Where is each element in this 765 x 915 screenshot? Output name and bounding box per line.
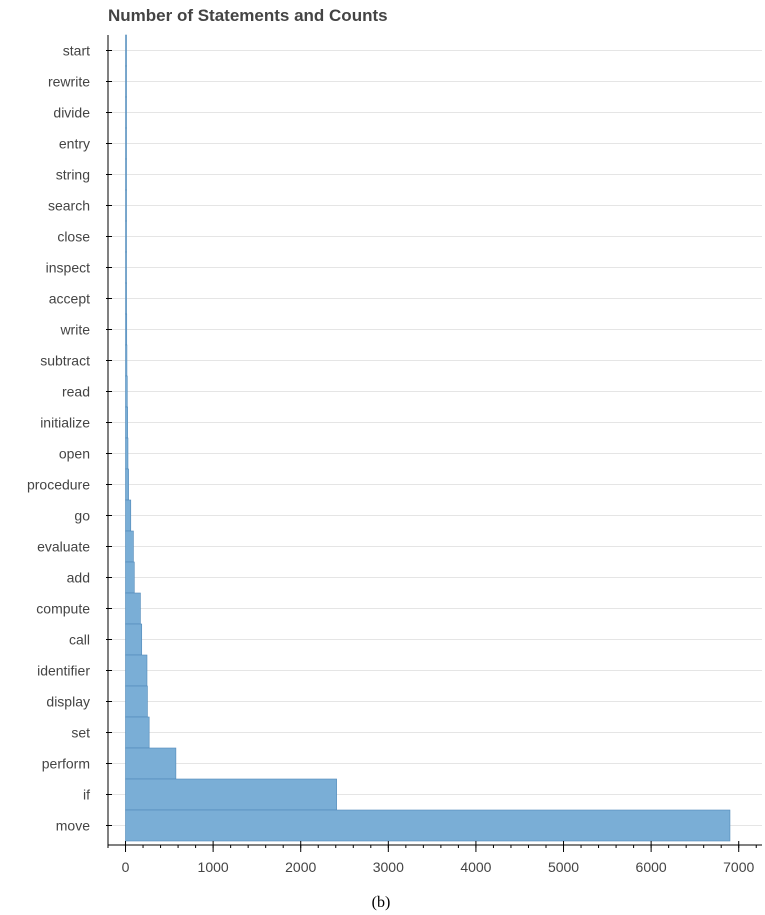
x-tick-label-1000: 1000 [198, 859, 229, 875]
y-tick-label-divide: divide [53, 105, 90, 121]
bar-procedure [125, 468, 129, 501]
y-tick-label-accept: accept [49, 291, 90, 307]
bar-display [125, 685, 148, 718]
y-tick-label-go: go [74, 508, 90, 524]
y-tick-label-evaluate: evaluate [37, 539, 90, 555]
bar-open [125, 437, 129, 470]
y-tick-label-entry: entry [59, 136, 90, 152]
x-tick-label-5000: 5000 [548, 859, 579, 875]
x-tick-label-6000: 6000 [636, 859, 667, 875]
bar-rewrite [125, 65, 127, 98]
bar-inspect [125, 251, 127, 284]
bar-initialize [125, 406, 128, 439]
y-tick-label-compute: compute [36, 601, 90, 617]
bar-entry [125, 127, 127, 160]
bar-add [125, 561, 135, 594]
bar-if [125, 778, 337, 811]
figure-caption: (b) [372, 894, 391, 911]
chart-title: Number of Statements and Counts [108, 6, 388, 25]
bar-write [125, 313, 128, 346]
bar-subtract [125, 344, 128, 377]
x-tick-label-3000: 3000 [373, 859, 404, 875]
y-tick-label-string: string [56, 167, 90, 183]
bar-search [125, 189, 127, 222]
y-tick-label-start: start [63, 43, 90, 59]
y-tick-label-procedure: procedure [27, 477, 90, 493]
y-tick-label-rewrite: rewrite [48, 74, 90, 90]
axes [107, 35, 762, 846]
bar-compute [125, 592, 141, 625]
bar-string [125, 158, 127, 191]
y-tick-label-perform: perform [42, 756, 90, 772]
x-axis-ticks: 0 1000 2000 3000 4000 5000 6000 7000 [107, 841, 757, 875]
bar-read [125, 375, 128, 408]
x-tick-label-2000: 2000 [285, 859, 316, 875]
bar-evaluate [125, 530, 134, 563]
y-tick-label-read: read [62, 384, 90, 400]
bar-move [125, 809, 731, 842]
y-tick-label-display: display [46, 694, 90, 710]
y-axis-ticks: start rewrite divide entry string search close… [27, 43, 112, 834]
bars [125, 34, 731, 842]
y-tick-label-search: search [48, 198, 90, 214]
y-tick-label-set: set [71, 725, 90, 741]
y-tick-label-open: open [59, 446, 90, 462]
y-tick-label-if: if [83, 787, 90, 803]
bar-set [125, 716, 150, 749]
bar-divide [125, 96, 127, 129]
bar-accept [125, 282, 127, 315]
bar-perform [125, 747, 177, 780]
y-tick-label-close: close [57, 229, 90, 245]
y-tick-label-write: write [59, 322, 90, 338]
y-tick-label-inspect: inspect [46, 260, 90, 276]
y-tick-label-identifier: identifier [37, 663, 90, 679]
x-tick-label-4000: 4000 [460, 859, 491, 875]
bar-identifier [125, 654, 148, 687]
bar-call [125, 623, 143, 656]
y-tick-label-call: call [69, 632, 90, 648]
x-tick-label-7000: 7000 [723, 859, 754, 875]
y-tick-label-move: move [56, 818, 90, 834]
y-tick-label-add: add [67, 570, 90, 586]
bar-start [125, 34, 127, 67]
bar-close [125, 220, 127, 253]
bar-go [125, 499, 132, 532]
y-tick-label-subtract: subtract [40, 353, 90, 369]
x-tick-label-0: 0 [122, 859, 130, 875]
gridlines [108, 50, 762, 826]
y-tick-label-initialize: initialize [40, 415, 90, 431]
